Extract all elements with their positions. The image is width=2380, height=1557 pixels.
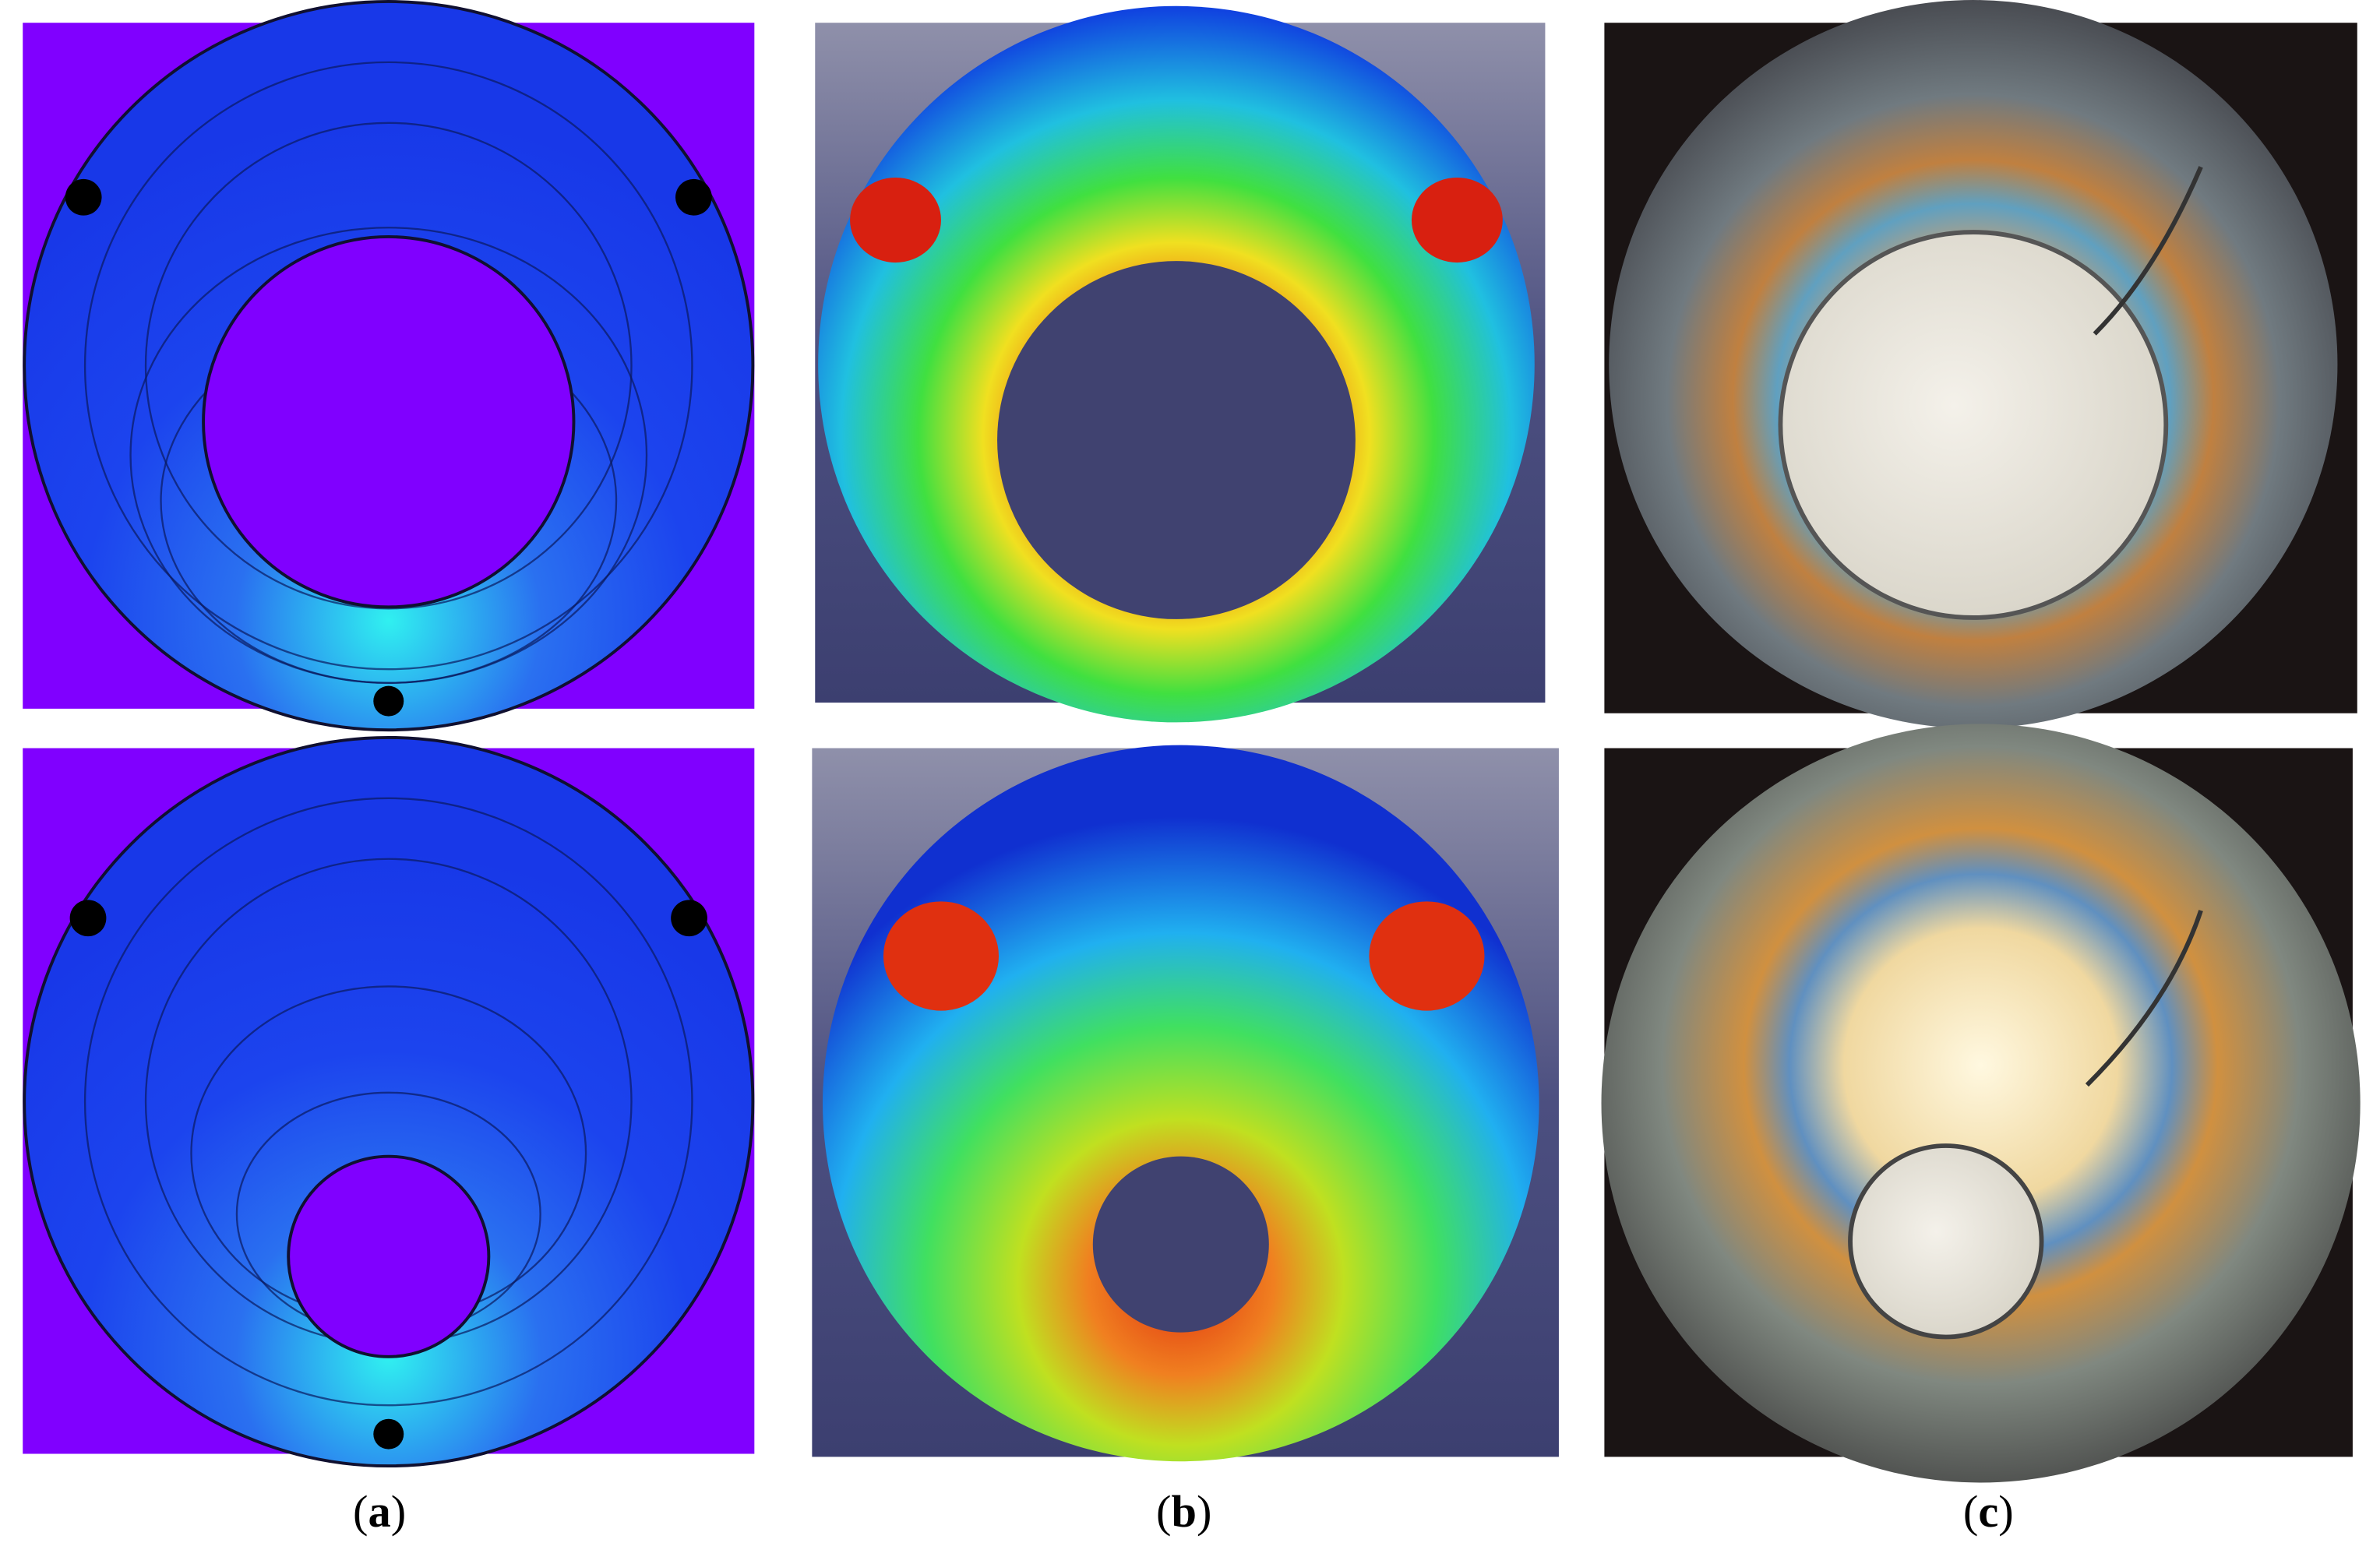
paren: ) <box>391 1486 406 1537</box>
panel-a-top <box>23 0 755 732</box>
panel-b-top <box>815 5 1546 723</box>
paren: ( <box>1963 1486 1978 1537</box>
letter: c <box>1978 1486 1998 1537</box>
paren: ) <box>1197 1486 1211 1537</box>
letter: a <box>368 1486 390 1537</box>
panel-c-top <box>1604 0 2357 729</box>
panel-label: (a) <box>353 1486 406 1537</box>
panel-a-bottom <box>23 735 755 1468</box>
panel-label: (c) <box>1963 1486 2014 1537</box>
panel-label: (b) <box>1156 1486 1211 1537</box>
paren: ( <box>353 1486 368 1537</box>
paren: ( <box>1156 1486 1171 1537</box>
letter: b <box>1171 1486 1197 1537</box>
paren: ) <box>1998 1486 2013 1537</box>
panel-b-bottom <box>812 745 1559 1462</box>
panel-c-bottom <box>1601 724 2361 1483</box>
